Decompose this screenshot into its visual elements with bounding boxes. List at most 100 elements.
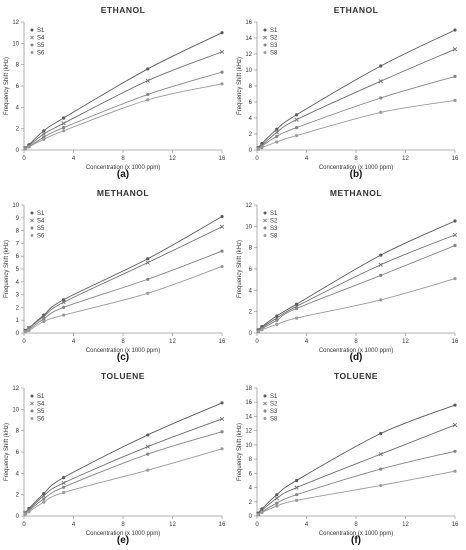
series-line-s4 bbox=[23, 418, 223, 517]
data-point-s3 bbox=[275, 134, 279, 138]
data-point-s2 bbox=[378, 452, 383, 457]
data-point-s1 bbox=[379, 431, 383, 436]
series-line-s6 bbox=[23, 448, 223, 517]
data-point-s4 bbox=[219, 416, 225, 422]
y-tick-label: 3 bbox=[16, 293, 20, 299]
y-tick-label: 6 bbox=[16, 84, 20, 90]
data-point-s6 bbox=[220, 82, 224, 86]
legend-marker bbox=[30, 417, 34, 420]
y-tick-label: 10 bbox=[245, 443, 252, 449]
data-point-s3 bbox=[453, 243, 457, 248]
chart-title: TOLUENE bbox=[334, 371, 378, 381]
data-point-s3 bbox=[453, 74, 457, 78]
y-tick-label: 2 bbox=[16, 305, 20, 311]
legend-label: S5 bbox=[37, 226, 45, 232]
data-point-s1 bbox=[220, 401, 224, 405]
x-tick-label: 16 bbox=[452, 339, 459, 345]
legend-label: S3 bbox=[270, 409, 278, 415]
series-line-s6 bbox=[23, 266, 223, 334]
x-axis-label: Concentration (x 1000 ppm) bbox=[86, 531, 160, 537]
legend-label: S8 bbox=[270, 51, 278, 57]
series-line-s1 bbox=[23, 216, 223, 334]
legend-label: S1 bbox=[37, 394, 45, 400]
x-tick-label: 12 bbox=[169, 156, 176, 162]
data-point-s1 bbox=[275, 127, 279, 131]
data-point-s5 bbox=[62, 305, 66, 309]
data-point-stroke bbox=[61, 300, 66, 305]
data-point-s6 bbox=[62, 490, 66, 495]
x-tick-label: 0 bbox=[255, 522, 259, 528]
y-tick-label: 8 bbox=[249, 246, 253, 252]
legend-marker bbox=[30, 211, 34, 215]
data-point-s8 bbox=[260, 510, 264, 515]
data-point-stroke bbox=[452, 422, 458, 428]
data-point-s6 bbox=[42, 500, 46, 504]
y-axis-label: Frequency Shift (kHz) bbox=[237, 423, 243, 481]
data-point-s8 bbox=[256, 147, 260, 151]
x-tick-label: 12 bbox=[169, 522, 176, 528]
data-point-s8 bbox=[256, 512, 260, 517]
legend-marker bbox=[30, 409, 34, 413]
legend-label: S4 bbox=[37, 219, 45, 225]
data-point-stroke bbox=[452, 47, 458, 52]
data-point-stroke bbox=[41, 493, 46, 498]
legend-label: S1 bbox=[37, 211, 45, 217]
legend-label: S1 bbox=[270, 394, 278, 400]
y-tick-label: 4 bbox=[16, 471, 20, 477]
legend-marker bbox=[30, 234, 34, 237]
data-point-s2 bbox=[452, 422, 458, 428]
data-point-s5 bbox=[42, 497, 46, 501]
data-point-s1 bbox=[146, 433, 150, 437]
x-tick-label: 4 bbox=[72, 339, 76, 345]
data-point-s6 bbox=[220, 447, 224, 451]
y-tick-label: 0 bbox=[249, 148, 253, 154]
data-point-s5 bbox=[220, 430, 224, 434]
x-tick-label: 16 bbox=[219, 156, 226, 162]
data-point-s6 bbox=[23, 147, 27, 151]
y-tick-label: 14 bbox=[245, 36, 252, 42]
panel-label: (c) bbox=[117, 352, 129, 363]
data-point-s1 bbox=[295, 113, 299, 117]
y-tick-label: 10 bbox=[245, 68, 252, 74]
data-point-s6 bbox=[42, 319, 46, 324]
series-line-s4 bbox=[23, 226, 223, 334]
y-axis-label: Frequency Shift (kHz) bbox=[237, 57, 243, 115]
data-point-s8 bbox=[260, 328, 264, 332]
data-point-s2 bbox=[274, 496, 279, 501]
data-point-s8 bbox=[295, 498, 299, 502]
series-line-s8 bbox=[256, 470, 456, 517]
x-axis-label: Concentration (x 1000 ppm) bbox=[319, 531, 393, 537]
data-point-s5 bbox=[220, 249, 224, 253]
chart-title: METHANOL bbox=[97, 188, 149, 198]
data-point-s6 bbox=[146, 291, 150, 295]
y-tick-label: 1 bbox=[16, 318, 20, 324]
y-tick-label: 4 bbox=[16, 105, 20, 111]
data-point-s8 bbox=[379, 298, 383, 302]
data-point-s8 bbox=[379, 483, 383, 488]
data-point-s4 bbox=[219, 224, 225, 229]
x-tick-label: 8 bbox=[121, 522, 125, 528]
data-point-stroke bbox=[61, 480, 66, 486]
legend-marker-stroke bbox=[263, 35, 267, 40]
legend-marker bbox=[263, 35, 267, 40]
data-point-stroke bbox=[378, 452, 383, 457]
y-tick-label: 4 bbox=[249, 486, 253, 492]
data-point-s1 bbox=[62, 298, 66, 302]
y-tick-label: 0 bbox=[16, 514, 20, 520]
data-point-s4 bbox=[61, 121, 66, 126]
data-point-s3 bbox=[453, 449, 457, 453]
y-tick-label: 6 bbox=[16, 254, 20, 260]
data-point-stroke bbox=[378, 79, 383, 84]
data-point-s8 bbox=[256, 330, 260, 334]
y-tick-label: 12 bbox=[245, 52, 252, 58]
y-axis-label: Frequency Shift (kHz) bbox=[4, 423, 10, 481]
data-point-s3 bbox=[295, 306, 299, 311]
chart-title: ETHANOL bbox=[334, 5, 379, 15]
legend-marker bbox=[263, 28, 267, 32]
y-tick-label: 2 bbox=[249, 132, 253, 138]
data-point-s6 bbox=[146, 468, 150, 472]
series-line-s3 bbox=[256, 450, 456, 517]
legend-marker bbox=[263, 51, 267, 54]
y-axis-label: Frequency Shift (kHz) bbox=[237, 240, 243, 298]
